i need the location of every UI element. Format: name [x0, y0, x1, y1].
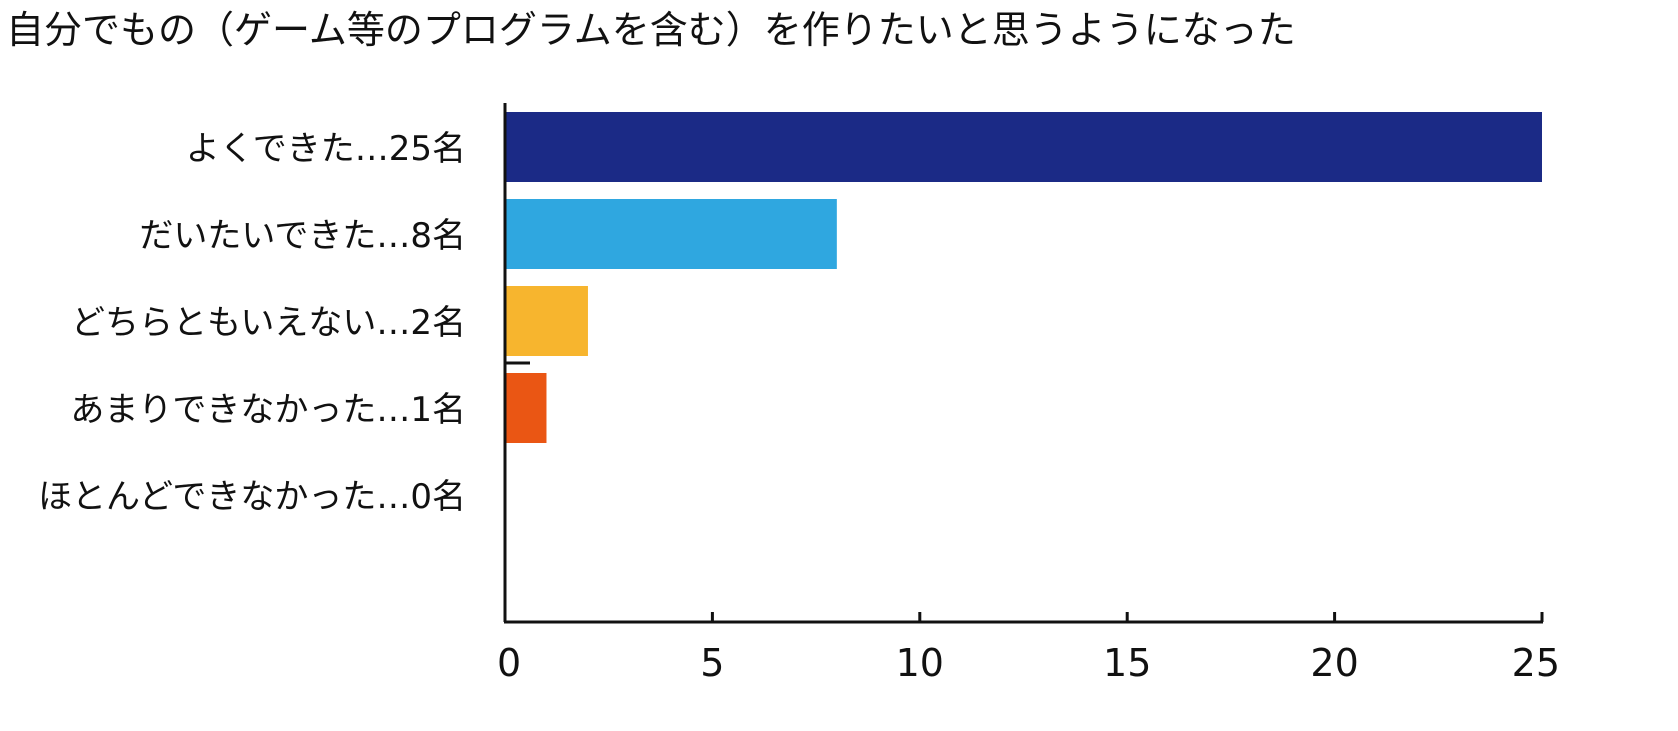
category-labels: よくできた…25名だいたいできた…8名どちらともいえない…2名あまりできなかった…: [38, 129, 466, 517]
category-label-3: あまりできなかった…1名: [70, 390, 466, 430]
category-label-2: どちらともいえない…2名: [71, 303, 466, 343]
bars-layer: [505, 112, 1542, 443]
x-tick-label-1: 5: [700, 641, 724, 685]
category-label-4: ほとんどできなかった…0名: [38, 477, 466, 517]
category-label-1: だいたいできた…8名: [139, 216, 466, 256]
x-tick-label-4: 20: [1310, 641, 1358, 685]
bar-0: [505, 112, 1542, 182]
x-tick-label-5: 25: [1512, 641, 1560, 685]
bar-2: [505, 286, 588, 356]
bar-1: [505, 199, 837, 269]
bar-3: [505, 373, 547, 443]
category-label-0: よくできた…25名: [186, 129, 466, 169]
x-tick-label-2: 10: [896, 641, 944, 685]
x-tick-label-0: 0: [497, 641, 521, 685]
chart-title: 自分でもの（ゲーム等のプログラムを含む）を作りたいと思うようになった: [6, 8, 1296, 52]
x-tick-label-3: 15: [1103, 641, 1151, 685]
x-axis: 0 5 10 15 20 25: [497, 103, 1560, 685]
